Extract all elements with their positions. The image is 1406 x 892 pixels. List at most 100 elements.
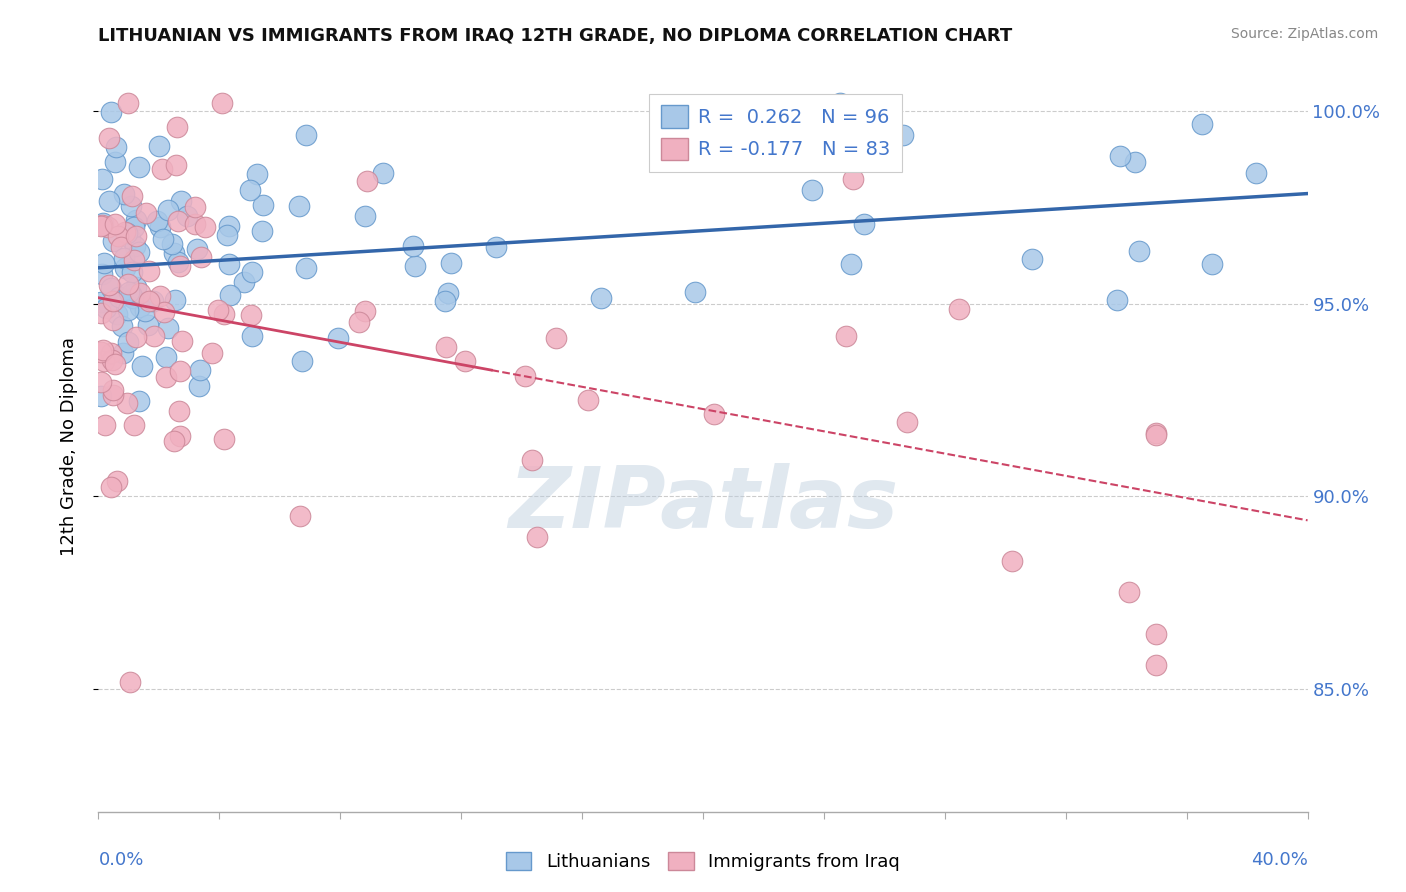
Point: [138, 318, 160, 333]
Point: [347, 315, 370, 329]
Point: [110, 240, 132, 254]
Point: [252, 198, 274, 212]
Point: [120, 286, 142, 301]
Point: [207, 303, 229, 318]
Point: [104, 154, 127, 169]
Point: [576, 393, 599, 408]
Point: [118, 285, 141, 299]
Point: [163, 293, 186, 308]
Point: [90, 305, 112, 319]
Point: [93, 354, 115, 368]
Point: [240, 308, 263, 322]
Point: [239, 183, 262, 197]
Point: [801, 183, 824, 197]
Point: [703, 408, 725, 422]
Point: [1191, 117, 1213, 131]
Point: [1128, 244, 1150, 259]
Point: [288, 199, 311, 213]
Point: [105, 307, 128, 321]
Point: [128, 161, 150, 175]
Text: 40.0%: 40.0%: [1251, 851, 1308, 869]
Point: [176, 209, 198, 223]
Point: [163, 434, 186, 449]
Point: [233, 276, 256, 290]
Point: [156, 202, 179, 217]
Point: [170, 334, 193, 348]
Text: Source: ZipAtlas.com: Source: ZipAtlas.com: [1230, 27, 1378, 41]
Point: [100, 104, 122, 119]
Point: [1144, 657, 1167, 672]
Point: [121, 265, 143, 279]
Point: [212, 432, 235, 446]
Point: [101, 384, 124, 398]
Point: [134, 303, 156, 318]
Y-axis label: 12th Grade, No Diploma: 12th Grade, No Diploma: [59, 336, 77, 556]
Point: [484, 240, 506, 254]
Point: [453, 354, 475, 368]
Point: [160, 237, 183, 252]
Point: [188, 362, 211, 376]
Point: [91, 218, 114, 232]
Point: [100, 346, 122, 360]
Point: [852, 217, 875, 231]
Point: [1021, 252, 1043, 266]
Point: [129, 285, 152, 300]
Point: [170, 194, 193, 209]
Point: [125, 329, 148, 343]
Point: [117, 226, 139, 240]
Point: [100, 480, 122, 494]
Legend: R =  0.262   N = 96, R = -0.177   N = 83: R = 0.262 N = 96, R = -0.177 N = 83: [650, 94, 901, 171]
Point: [240, 328, 263, 343]
Point: [295, 260, 318, 275]
Point: [124, 417, 146, 432]
Text: 0.0%: 0.0%: [98, 851, 143, 869]
Point: [891, 128, 914, 142]
Point: [118, 674, 141, 689]
Point: [165, 158, 187, 172]
Point: [513, 369, 536, 384]
Point: [114, 260, 136, 275]
Point: [184, 217, 207, 231]
Point: [1105, 293, 1128, 308]
Point: [436, 286, 458, 301]
Point: [240, 264, 263, 278]
Point: [121, 189, 143, 203]
Point: [153, 305, 176, 319]
Point: [155, 350, 177, 364]
Point: [93, 418, 115, 433]
Point: [112, 251, 135, 265]
Point: [155, 370, 177, 384]
Point: [1144, 425, 1167, 440]
Point: [117, 96, 139, 111]
Point: [104, 357, 127, 371]
Point: [404, 259, 426, 273]
Point: [1123, 155, 1146, 169]
Point: [101, 353, 124, 368]
Point: [1144, 627, 1167, 641]
Point: [683, 285, 706, 299]
Point: [1201, 257, 1223, 271]
Point: [294, 128, 316, 143]
Point: [152, 231, 174, 245]
Point: [896, 416, 918, 430]
Point: [948, 302, 970, 317]
Point: [219, 288, 242, 302]
Point: [288, 508, 311, 523]
Point: [125, 229, 148, 244]
Point: [90, 219, 112, 233]
Point: [125, 280, 148, 294]
Point: [90, 294, 112, 309]
Point: [190, 250, 212, 264]
Point: [218, 256, 240, 270]
Point: [101, 293, 124, 308]
Point: [149, 219, 172, 234]
Point: [108, 290, 131, 304]
Point: [371, 166, 394, 180]
Point: [135, 206, 157, 220]
Point: [169, 429, 191, 443]
Point: [98, 131, 121, 145]
Point: [112, 187, 135, 202]
Point: [1118, 584, 1140, 599]
Point: [105, 474, 128, 488]
Point: [114, 225, 136, 239]
